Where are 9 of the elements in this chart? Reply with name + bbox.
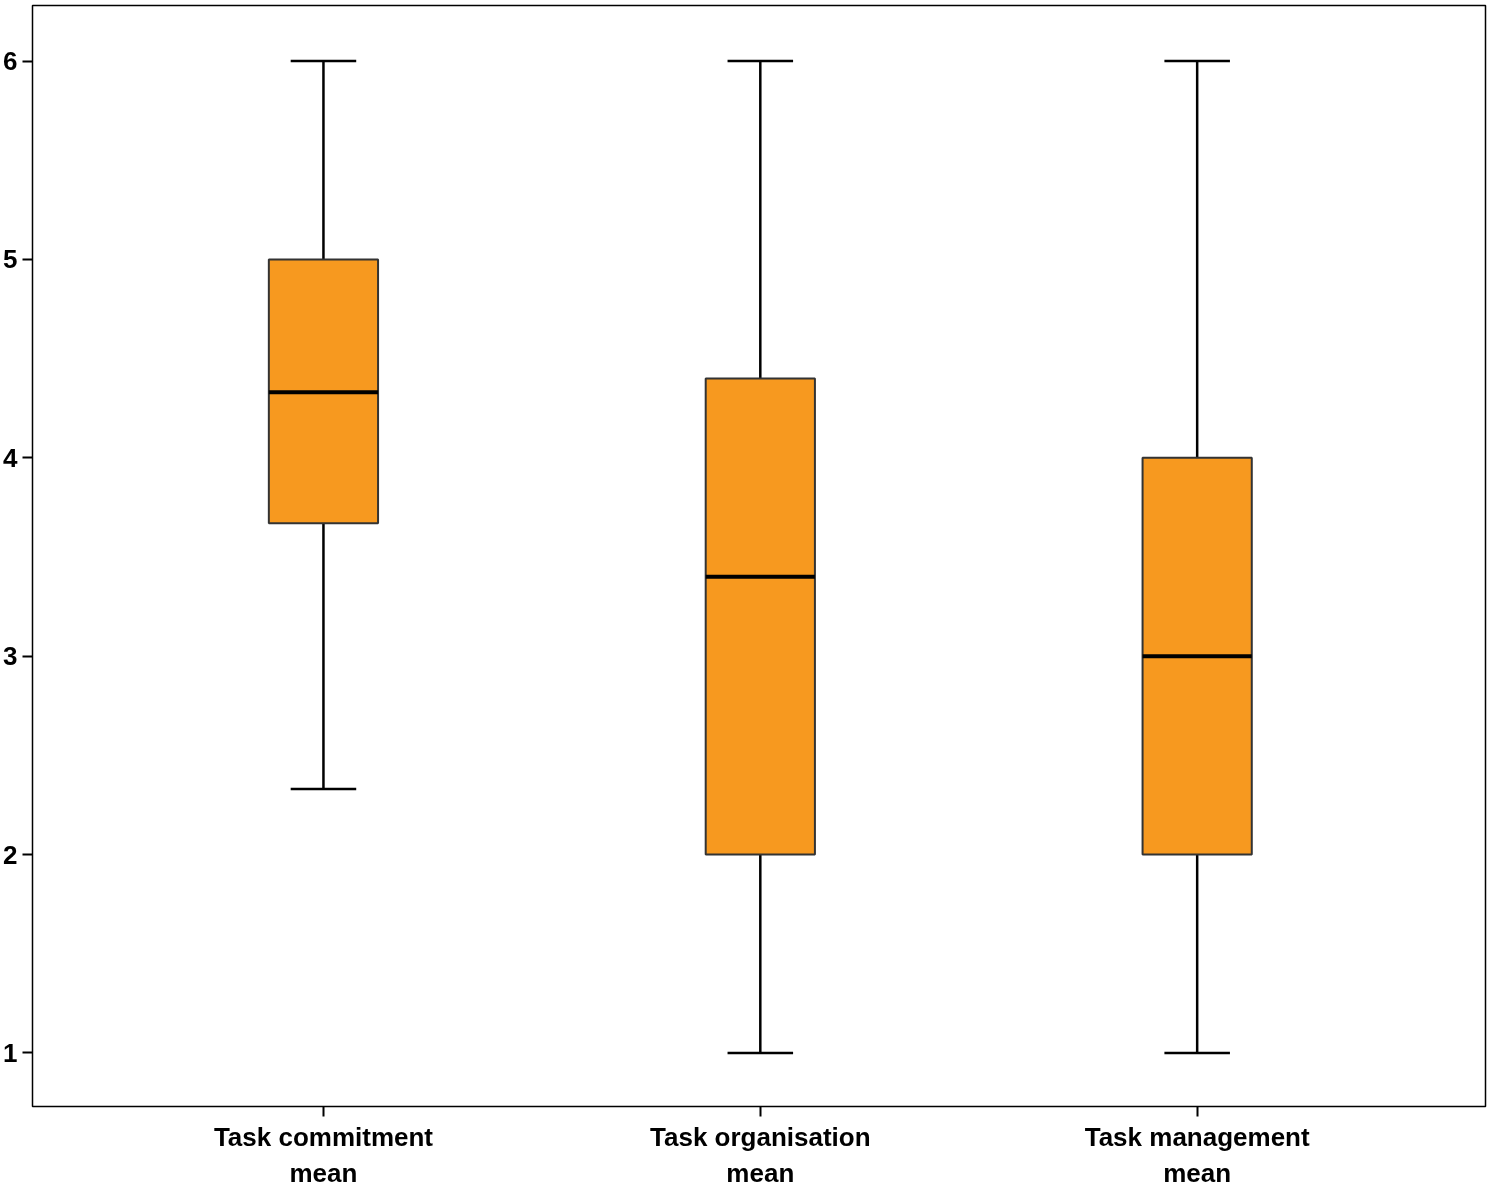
x-tick-label: Task organisation mean [650,1121,871,1188]
x-tick-label: Task commitment mean [213,1121,434,1188]
y-tick-label: 1 [3,1037,18,1068]
y-tick-label: 5 [3,244,18,275]
y-tick-label: 2 [3,839,18,870]
x-tick-label: Task management mean [1084,1121,1310,1188]
y-tick-label: 6 [3,46,18,77]
y-tick-label: 4 [3,442,19,473]
y-tick-label: 3 [3,641,18,672]
